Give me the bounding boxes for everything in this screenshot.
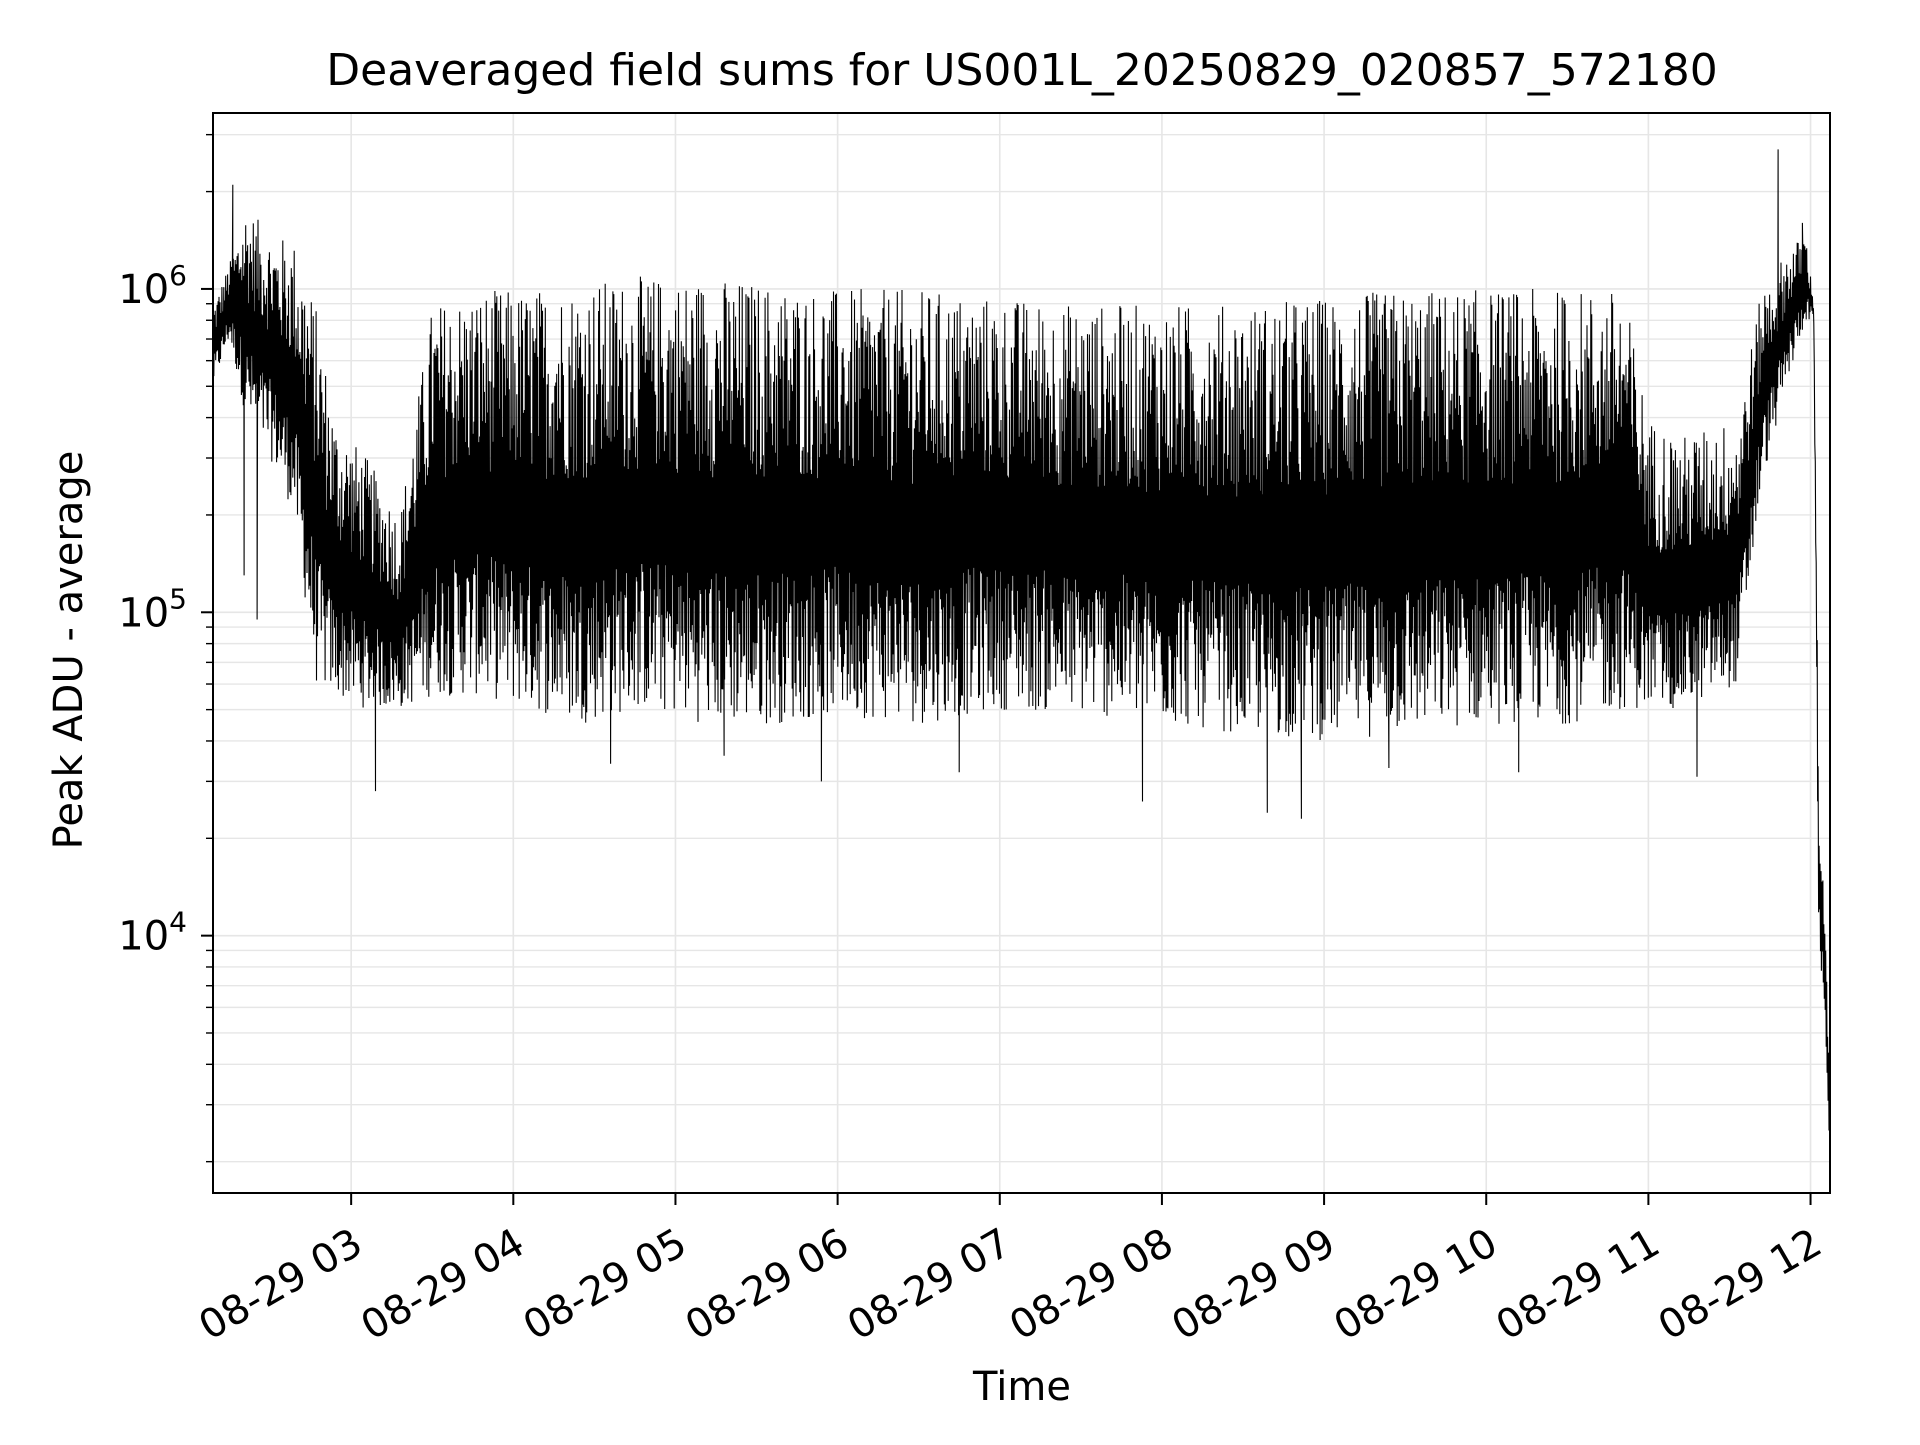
y-tick-exponent: 5 <box>169 582 187 615</box>
y-tick-label: 105 <box>118 582 187 636</box>
plot-frame <box>212 112 1831 1194</box>
grid-layer <box>213 113 1830 1193</box>
x-axis-label: Time <box>972 1364 1071 1410</box>
chart-title: Deaveraged field sums for US001L_2025082… <box>326 45 1718 96</box>
y-axis-label: Peak ADU - average <box>46 451 92 850</box>
y-tick-label: 106 <box>118 259 187 313</box>
series-layer <box>213 149 1830 1174</box>
series-line <box>213 149 1830 1174</box>
y-tick-base: 10 <box>118 914 169 960</box>
y-tick-label: 104 <box>118 906 187 960</box>
y-tick-exponent: 6 <box>169 259 187 292</box>
y-tick-exponent: 4 <box>169 906 187 939</box>
y-tick-base: 10 <box>118 590 169 636</box>
y-tick-base: 10 <box>118 267 169 313</box>
